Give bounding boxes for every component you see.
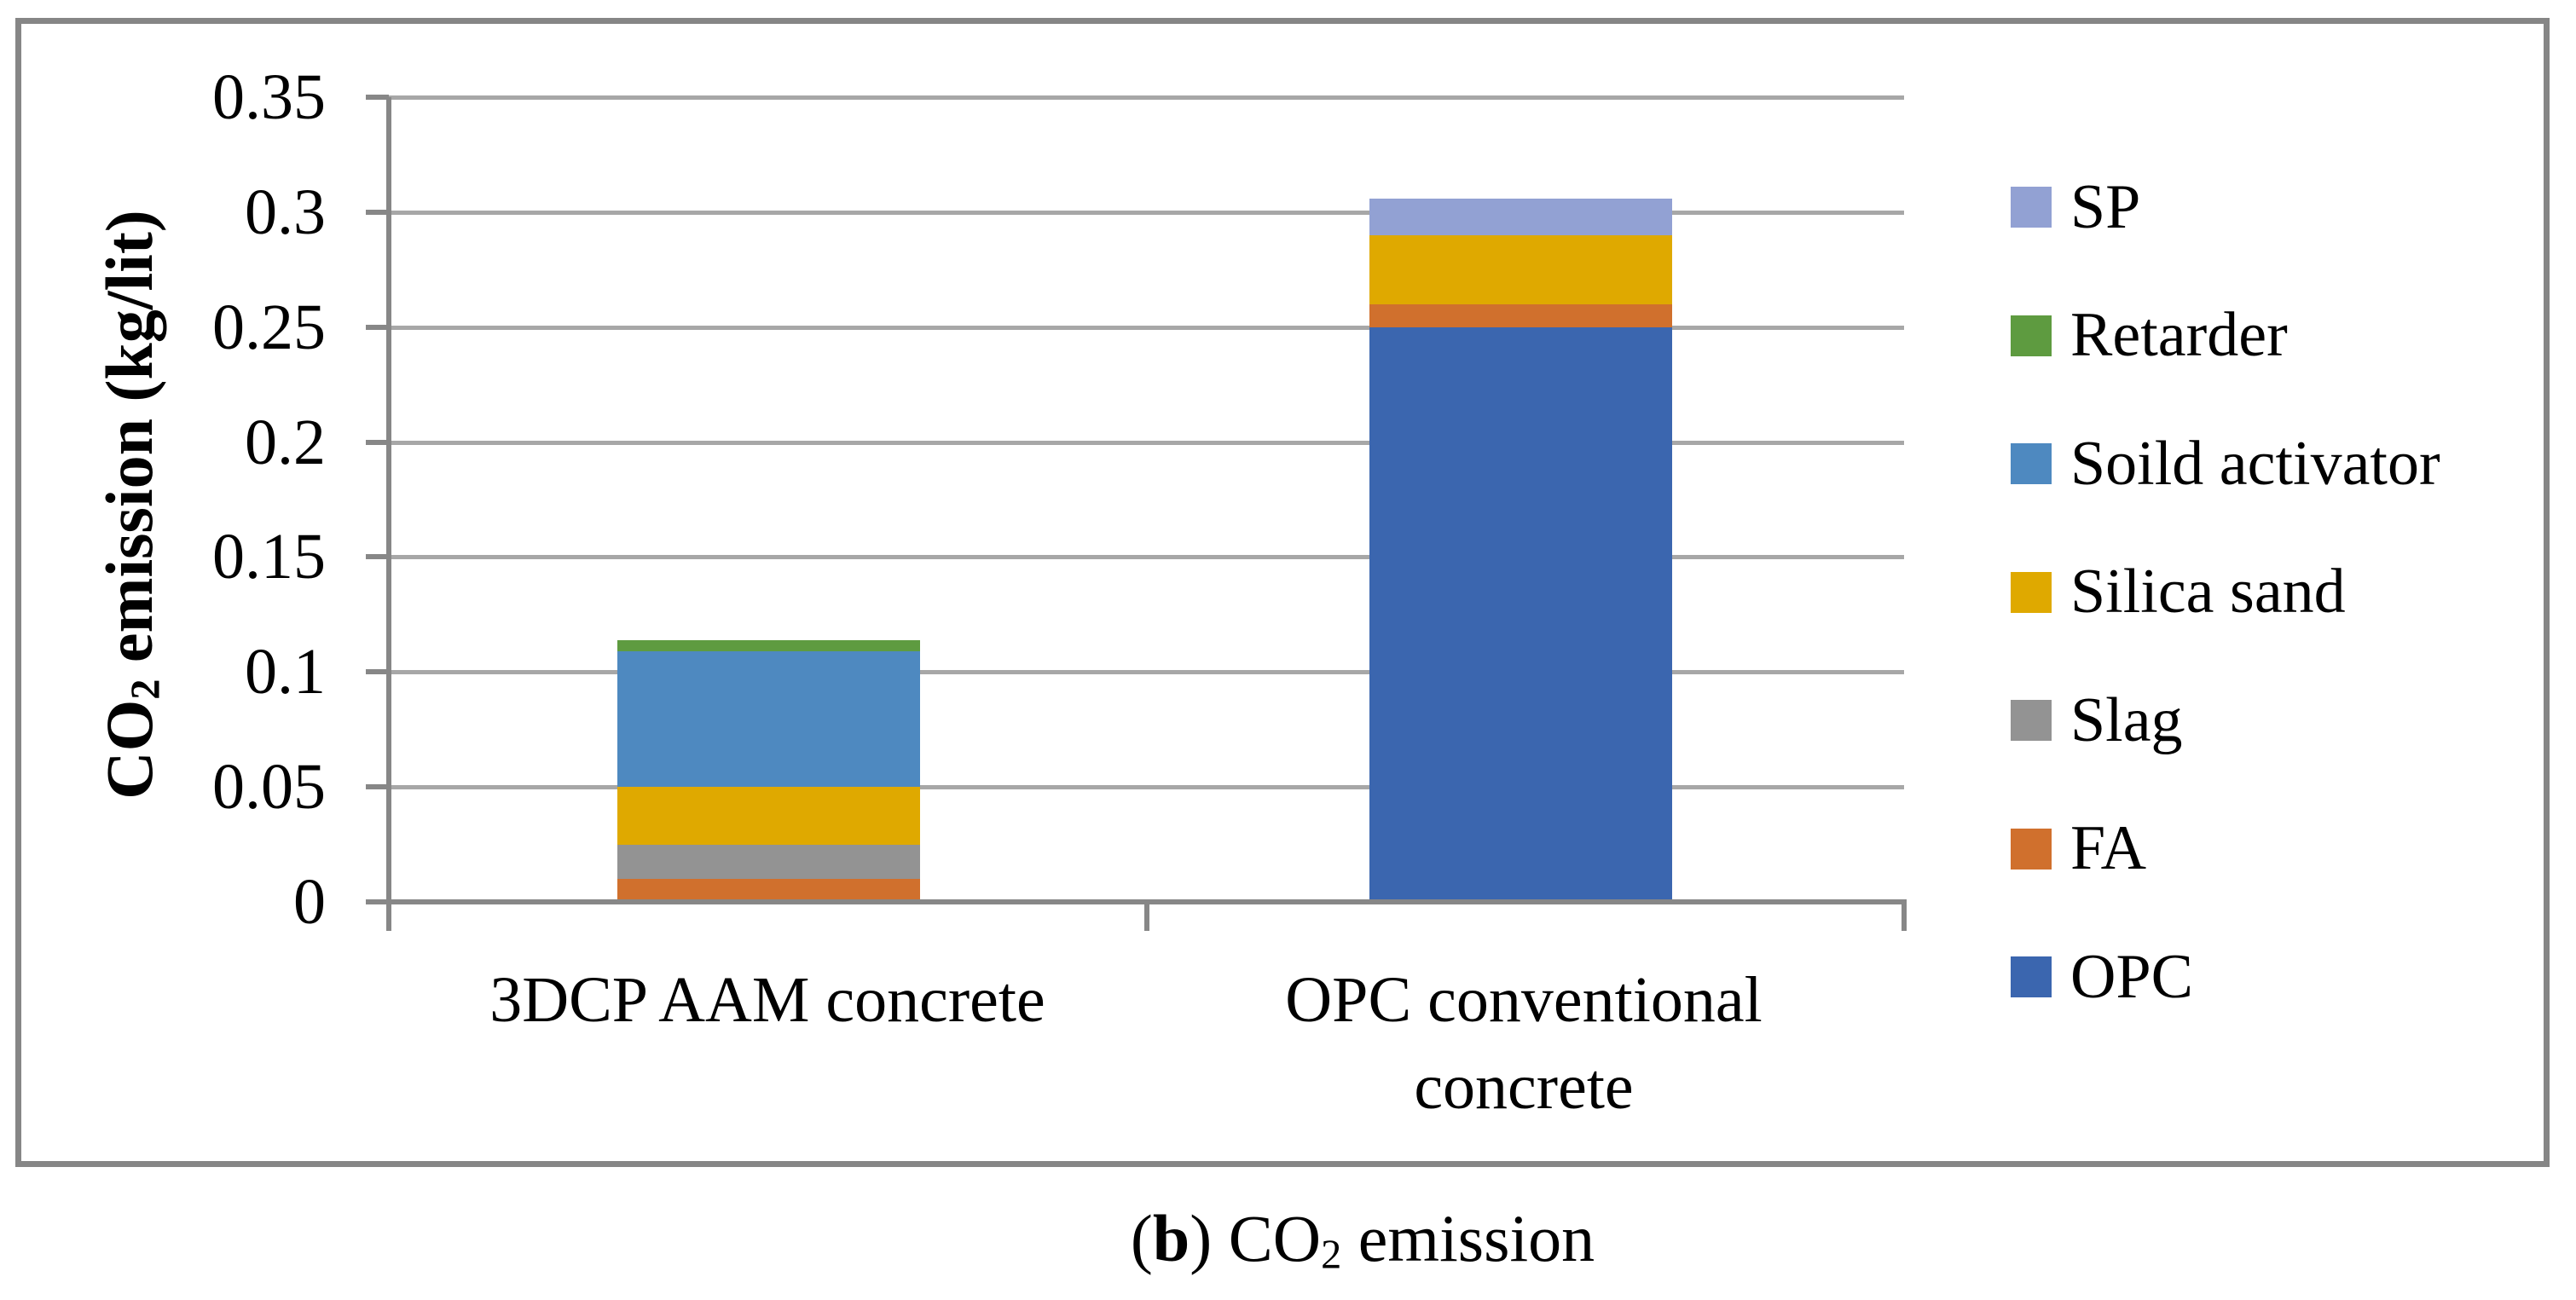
- caption-rest: emission: [1341, 1201, 1595, 1275]
- y-tick-label: 0.15: [212, 521, 326, 592]
- y-axis-tick: [366, 95, 389, 100]
- y-tick-label: 0.35: [212, 61, 326, 133]
- legend-item-opc: OPC: [2011, 913, 2193, 1041]
- legend-label: SP: [2070, 171, 2141, 242]
- y-axis-tick: [366, 554, 389, 559]
- gridline: [389, 95, 1904, 100]
- y-axis-tick: [366, 210, 389, 215]
- legend-label: Retarder: [2070, 300, 2288, 370]
- legend-label: OPC: [2070, 941, 2193, 1012]
- gridline: [389, 441, 1904, 445]
- chart-border-frame: [15, 18, 2550, 1167]
- gridline: [389, 211, 1904, 215]
- caption-subscript: 2: [1321, 1232, 1342, 1278]
- y-axis-tick: [366, 325, 389, 330]
- gridline: [389, 670, 1904, 674]
- bar-segment-slag: [617, 845, 920, 879]
- y-tick-label: 0.25: [212, 292, 326, 363]
- figure-caption: (b) CO2 emission: [936, 1200, 1789, 1279]
- gridline: [389, 555, 1904, 559]
- x-category-label: 3DCP AAM concrete: [489, 964, 1045, 1036]
- caption-paren-open: (: [1130, 1201, 1153, 1275]
- bar-segment-opc: [1369, 327, 1672, 902]
- x-axis-tick: [1902, 902, 1907, 931]
- gridline: [389, 326, 1904, 330]
- bar-segment-fa: [1369, 304, 1672, 327]
- gridline: [389, 785, 1904, 789]
- y-axis-tick: [366, 440, 389, 445]
- legend-swatch-retarder: [2011, 315, 2052, 356]
- y-tick-label: 0: [293, 866, 326, 938]
- legend-swatch-soild-activator: [2011, 443, 2052, 484]
- legend-label: Silica sand: [2070, 557, 2346, 627]
- y-axis-title: CO2 emission (kg/lit): [63, 0, 196, 1016]
- y-tick-label: 0.1: [245, 636, 326, 708]
- legend-item-sp: SP: [2011, 143, 2140, 271]
- bar-segment-retarder: [617, 640, 920, 651]
- x-axis-line: [366, 899, 1907, 904]
- caption-paren-close: ): [1190, 1201, 1229, 1275]
- legend-item-retarder: Retarder: [2011, 272, 2288, 400]
- legend-item-silica-sand: Silica sand: [2011, 529, 2346, 656]
- bar-segment-soild-activator: [617, 651, 920, 787]
- y-tick-label: 0.2: [245, 407, 326, 478]
- legend-swatch-fa: [2011, 828, 2052, 870]
- legend-swatch-slag: [2011, 700, 2052, 741]
- bar-segment-sp: [1369, 199, 1672, 235]
- legend-swatch-silica-sand: [2011, 571, 2052, 613]
- caption-panel-letter: b: [1152, 1201, 1190, 1275]
- legend-label: FA: [2070, 813, 2147, 883]
- y-tick-label: 0.3: [245, 176, 326, 248]
- bar-segment-silica-sand: [1369, 235, 1672, 304]
- y-axis-line: [386, 97, 391, 931]
- y-axis-title-subscript: 2: [123, 679, 169, 700]
- y-axis-title-rest: emission (kg/lit): [92, 210, 166, 679]
- legend-swatch-sp: [2011, 187, 2052, 228]
- x-category-label: OPC conventional concrete: [1285, 964, 1763, 1123]
- bar-segment-silica-sand: [617, 787, 920, 845]
- legend-swatch-opc: [2011, 956, 2052, 997]
- y-axis-tick: [366, 784, 389, 789]
- legend-item-slag: Slag: [2011, 656, 2183, 784]
- caption-co: CO: [1228, 1201, 1322, 1275]
- bar-segment-fa: [617, 879, 920, 902]
- x-axis-tick: [1144, 902, 1149, 931]
- legend-item-soild-activator: Soild activator: [2011, 400, 2440, 528]
- y-axis-title-co: CO: [92, 699, 166, 800]
- y-axis-tick: [366, 669, 389, 674]
- legend-label: Soild activator: [2070, 428, 2440, 499]
- legend-label: Slag: [2070, 685, 2183, 755]
- y-tick-label: 0.05: [212, 751, 326, 823]
- legend-item-fa: FA: [2011, 785, 2146, 913]
